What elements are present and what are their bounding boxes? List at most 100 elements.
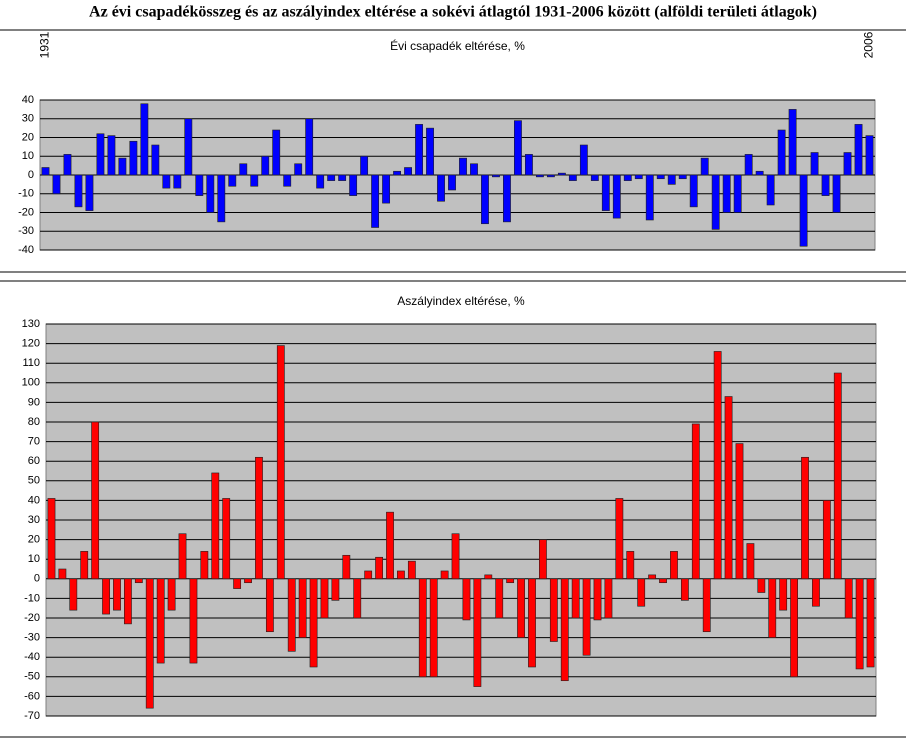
bar [702, 578, 711, 633]
bar [371, 174, 380, 228]
y-tick-label: -10 [18, 188, 34, 200]
bar [404, 167, 412, 176]
bar [604, 578, 613, 619]
y-tick-label: 40 [22, 94, 34, 106]
bar [200, 551, 209, 580]
bar [744, 154, 753, 176]
bar [360, 155, 369, 176]
bar [397, 570, 405, 580]
bar [331, 578, 340, 601]
bar [517, 578, 525, 638]
bar [184, 118, 193, 176]
bar [470, 163, 478, 176]
bar [80, 551, 89, 580]
bar [768, 578, 777, 638]
bar [866, 578, 875, 668]
bar [766, 174, 775, 206]
y-tick-label: 0 [34, 573, 40, 585]
bar [156, 578, 165, 664]
bar [659, 578, 667, 584]
y-tick-label: 90 [28, 396, 40, 408]
bar [211, 472, 220, 580]
bar [206, 174, 215, 213]
bar [364, 570, 373, 580]
y-tick-label: 10 [22, 150, 34, 162]
bar [481, 174, 489, 225]
y-tick-label: 120 [22, 338, 40, 350]
bar [272, 129, 281, 176]
bar [162, 174, 171, 189]
bar [722, 174, 731, 213]
bar [239, 163, 248, 176]
bar [549, 578, 558, 642]
bar [810, 152, 819, 176]
bar [746, 543, 755, 580]
bar [678, 174, 687, 180]
bar [528, 578, 536, 668]
bar [855, 578, 864, 670]
bar [506, 578, 515, 584]
bar [178, 533, 187, 580]
y-tick-label: -60 [24, 690, 40, 702]
bar [484, 574, 493, 580]
bar [788, 109, 797, 176]
y-tick-label: 20 [22, 131, 34, 143]
bar [102, 578, 110, 615]
bar [700, 157, 709, 176]
bar [514, 120, 522, 176]
bar [459, 157, 467, 176]
bar [637, 578, 646, 607]
bar [222, 498, 231, 580]
bar [448, 174, 456, 191]
y-tick-label: -20 [24, 612, 40, 624]
y-tick-label: 20 [28, 534, 40, 546]
bar [437, 174, 445, 202]
bar [615, 498, 624, 580]
page-title: Az évi csapadékösszeg és az aszályindex … [89, 4, 817, 21]
bar [244, 578, 252, 584]
bar [52, 174, 61, 195]
bar [85, 174, 94, 211]
bar [113, 578, 121, 611]
bar [680, 578, 689, 601]
bar [129, 140, 138, 176]
x-tick-label: 1931 [38, 31, 52, 58]
bar [338, 174, 347, 181]
bar [724, 396, 733, 580]
bar [107, 135, 116, 176]
bar [74, 174, 83, 208]
y-tick-label: -40 [24, 651, 40, 663]
bar [276, 345, 285, 580]
bar [283, 174, 292, 187]
bar [440, 570, 449, 580]
bar [393, 170, 401, 176]
y-tick-label: -10 [24, 592, 40, 604]
bar [255, 456, 263, 580]
bar [118, 157, 127, 176]
bar [353, 578, 362, 619]
bar [342, 554, 351, 580]
bar [822, 500, 831, 580]
bar [821, 174, 830, 196]
bar [462, 578, 471, 621]
bar [228, 174, 237, 187]
bar [294, 163, 303, 176]
bar [713, 351, 722, 580]
y-tick-label: -70 [24, 710, 40, 722]
bar [735, 443, 744, 580]
bar [233, 578, 242, 589]
bar [557, 172, 566, 176]
bar [134, 578, 143, 584]
bar [844, 578, 853, 619]
bar [670, 551, 678, 580]
y-tick-label: -30 [24, 632, 40, 644]
bar [733, 174, 742, 213]
bar [407, 560, 416, 580]
bar [568, 174, 577, 181]
chart-subtitle: Aszályindex eltérése, % [397, 294, 525, 308]
bar [779, 578, 788, 611]
bar [375, 556, 383, 580]
bar [173, 174, 182, 189]
bar [58, 568, 67, 580]
bar [790, 578, 798, 678]
